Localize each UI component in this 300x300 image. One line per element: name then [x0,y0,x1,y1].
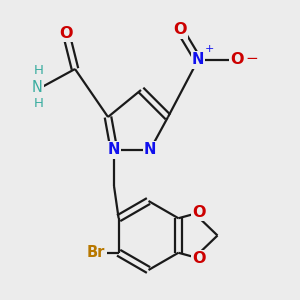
Text: N: N [32,80,43,94]
Text: N: N [144,142,156,158]
Text: O: O [193,251,206,266]
Text: O: O [59,26,73,40]
Text: O: O [173,22,187,38]
Text: −: − [245,51,258,66]
Text: +: + [205,44,214,54]
Text: Br: Br [87,245,105,260]
Text: O: O [193,205,206,220]
Text: N: N [108,142,120,158]
Text: O: O [230,52,244,68]
Text: H: H [34,97,44,110]
Text: H: H [34,64,44,77]
Text: N: N [192,52,204,68]
